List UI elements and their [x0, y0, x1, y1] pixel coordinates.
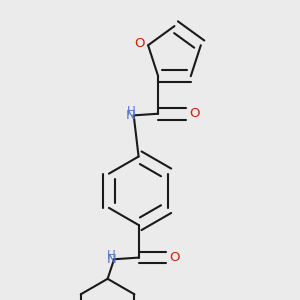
Text: H: H	[107, 249, 116, 262]
Text: O: O	[169, 251, 180, 264]
Text: N: N	[126, 109, 136, 122]
Text: N: N	[106, 253, 116, 266]
Text: O: O	[135, 37, 145, 50]
Text: H: H	[127, 105, 136, 118]
Text: O: O	[189, 107, 199, 120]
